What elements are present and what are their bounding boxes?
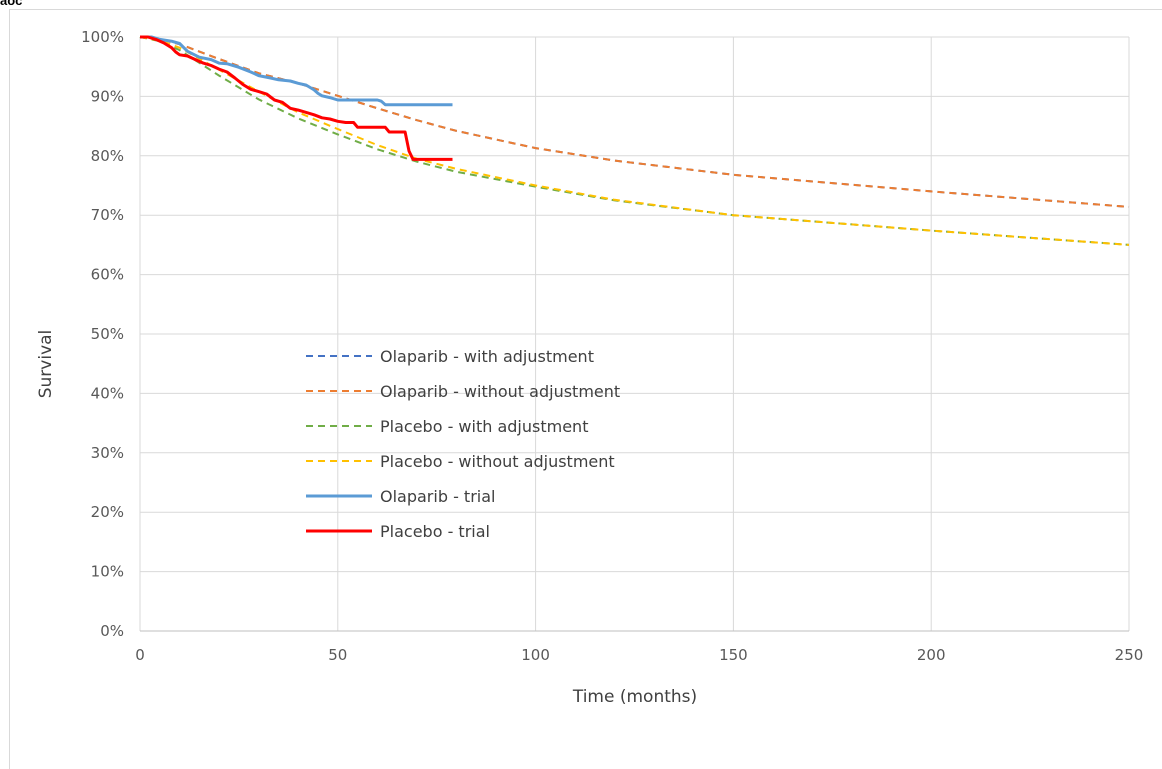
chart-frame	[9, 9, 1162, 769]
legend-label: Olaparib - without adjustment	[380, 382, 620, 401]
x-tick-label: 50	[328, 646, 347, 664]
series-line-olaparib-with-adjustment	[139, 36, 1130, 208]
series-line-olaparib-trial	[140, 35, 453, 107]
y-tick-label: 50%	[91, 325, 124, 343]
y-tick-label: 30%	[91, 444, 124, 462]
x-tick-label: 150	[719, 646, 748, 664]
series-layer	[139, 35, 1130, 246]
legend-label: Placebo - without adjustment	[380, 452, 615, 471]
series-line-olaparib-without-adjustment	[139, 36, 1130, 208]
y-tick-label: 40%	[91, 384, 124, 402]
legend: Olaparib - with adjustment Olaparib - wit…	[306, 347, 620, 541]
x-tick-label: 250	[1115, 646, 1144, 664]
legend-label: Olaparib - with adjustment	[380, 347, 594, 366]
y-tick-label: 10%	[91, 563, 124, 581]
x-tick-label: 100	[521, 646, 550, 664]
series-line-placebo-without-adjustment	[139, 36, 1130, 246]
x-tick-label: 0	[135, 646, 145, 664]
legend-label: Olaparib - trial	[380, 487, 495, 506]
y-tick-label: 70%	[91, 206, 124, 224]
y-tick-label: 80%	[91, 147, 124, 165]
axis-layer: 0% 10% 20% 30% 40% 50% 60% 70% 80% 90% 100% 0 50 100 1…	[81, 28, 1143, 664]
grid-layer	[139, 36, 1130, 632]
y-tick-label: 20%	[91, 503, 124, 521]
y-axis-title: Survival	[36, 330, 56, 399]
legend-label: Placebo - with adjustment	[380, 417, 588, 436]
x-tick-label: 200	[917, 646, 946, 664]
series-line-placebo-trial	[140, 35, 453, 161]
y-tick-label: 60%	[91, 266, 124, 284]
y-tick-label: 100%	[81, 28, 124, 46]
y-tick-label: 0%	[100, 622, 124, 640]
corner-label: aoc	[0, 0, 23, 8]
legend-label: Placebo - trial	[380, 522, 490, 541]
y-tick-label: 90%	[91, 87, 124, 105]
x-axis-title: Time (months)	[572, 687, 697, 707]
series-line-placebo-with-adjustment	[139, 36, 1130, 246]
